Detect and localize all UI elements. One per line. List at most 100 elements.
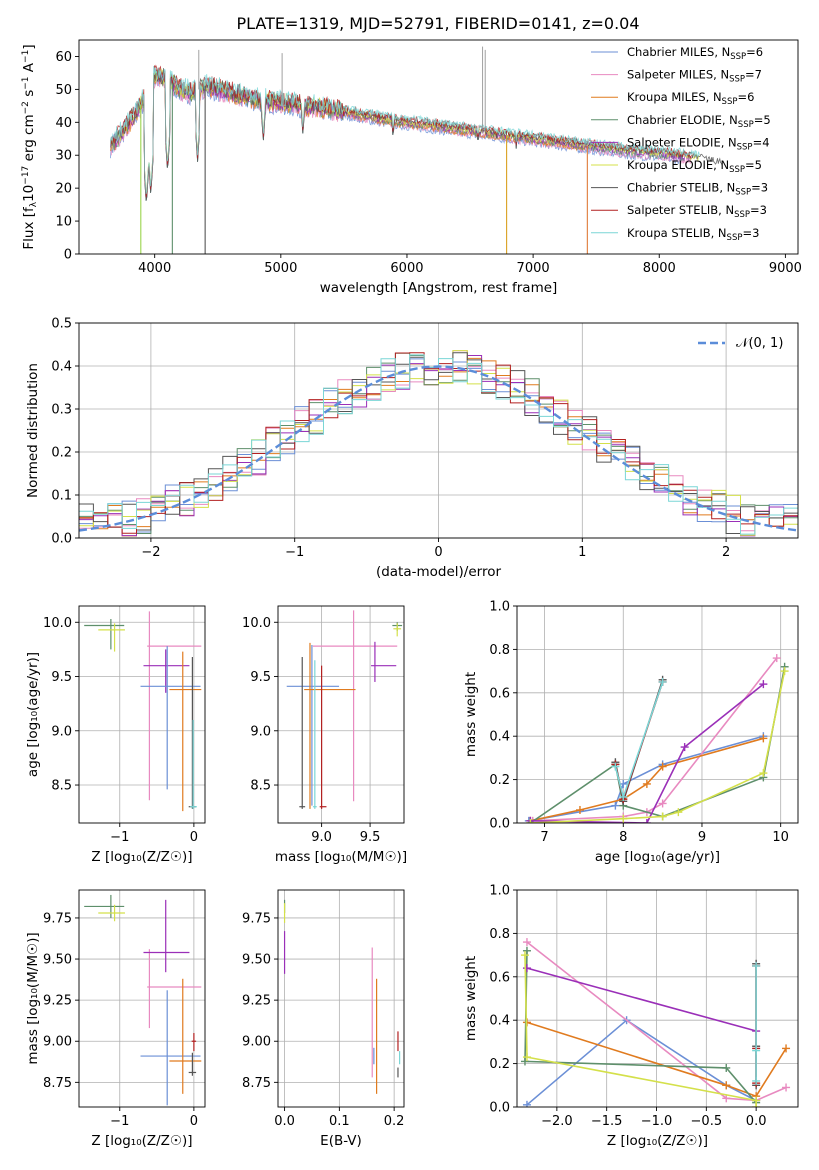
data-marker (722, 1063, 731, 1072)
errorbar-point (188, 1052, 197, 1076)
data-marker (526, 819, 535, 823)
errorbar-point (84, 619, 125, 650)
errorbar-point (140, 646, 201, 790)
errorbar-point (147, 949, 202, 1029)
plot-frame (277, 889, 405, 1108)
data-marker (782, 1044, 791, 1053)
figure-title: PLATE=1319, MJD=52791, FIBERID=0141, z=0… (236, 14, 639, 33)
spectrum-line (110, 64, 693, 198)
errorbar-point (191, 1033, 197, 1052)
chart-age-vs-mass: 9.0 9.5 8.5 9.0 9.5 10.0 mass [log₁₀(M/M☉)] (242, 605, 407, 865)
legend-entry: Salpeter ELODIE, NSSP=4 (591, 135, 770, 152)
errorbar-point (147, 611, 202, 801)
errorbar-point (140, 990, 201, 1106)
data-marker (522, 1053, 531, 1062)
plot-area (84, 611, 202, 812)
errorbar-point (286, 645, 340, 806)
spectrum-line (110, 65, 700, 195)
plot-frame (516, 605, 799, 824)
legend-label: Kroupa ELODIE, NSSP=5 (627, 158, 762, 175)
chart-mass-vs-ebv: 0.0 0.1 0.2 8.75 9.00 9.25 9.50 9.75 E(B-V) (242, 889, 405, 1149)
errorbar-point (371, 641, 397, 682)
y-tick-label: 0.4 (489, 1014, 510, 1029)
plot-frame (78, 605, 206, 824)
x-tick-label: 0.2 (384, 1114, 405, 1129)
x-tick-label: 4000 (138, 261, 171, 276)
legend-label: Salpeter STELIB, NSSP=3 (627, 203, 767, 220)
legend-label: Kroupa MILES, NSSP=6 (627, 90, 754, 107)
data-marker (642, 779, 651, 788)
y-tick-label: 1.0 (489, 600, 510, 615)
legend-label: Salpeter ELODIE, NSSP=4 (627, 135, 770, 152)
x-tick-label: −1 (285, 545, 304, 560)
legend-label: Chabrier ELODIE, NSSP=5 (627, 113, 771, 130)
data-marker (611, 801, 620, 810)
x-tick-label: 0.0 (274, 1114, 295, 1129)
chart-age-vs-Z: −1 0 8.5 9.0 9.5 10.0 Z [log₁₀(Z/Z☉)] age [log₁… (25, 605, 206, 865)
data-marker (619, 792, 628, 801)
data-marker (752, 961, 761, 970)
y-tick-label: 9.00 (43, 1035, 72, 1050)
y-tick-label: 9.0 (51, 724, 72, 739)
plot-frame (78, 39, 799, 255)
errorbar-point (169, 651, 202, 812)
chart-residuals: −2 −1 0 1 2 0.0 0.1 0.2 0.3 0.4 0.5 (data-model)/er… (25, 317, 799, 580)
plot-area (79, 350, 798, 537)
histogram-step (79, 354, 798, 535)
series-line (530, 683, 764, 823)
legend-entry: Chabrier STELIB, NSSP=3 (591, 181, 768, 198)
data-marker (520, 1057, 529, 1066)
x-tick-label: 0 (190, 1114, 198, 1129)
y-tick-label: 10 (55, 215, 72, 230)
data-marker (752, 1103, 761, 1107)
data-marker (658, 762, 667, 771)
x-tick-label: 0 (190, 830, 198, 845)
y-tick-label: 0 (64, 248, 72, 263)
y-tick-label: 0.6 (489, 970, 510, 985)
errorbar-point (143, 649, 190, 693)
x-tick-label: 9000 (769, 261, 802, 276)
errorbar-point (304, 642, 356, 809)
x-tick-label: 1 (578, 545, 586, 560)
plot-area (283, 899, 401, 1094)
data-marker (759, 769, 768, 778)
data-marker (658, 812, 667, 821)
y-tick-label: 40 (55, 116, 72, 131)
x-axis-label: Z [log₁₀(Z/Z☉)] (91, 1133, 192, 1149)
series-line (530, 737, 764, 822)
normal-curve (79, 365, 798, 532)
y-tick-label: 8.75 (242, 1076, 271, 1091)
data-marker (782, 1083, 791, 1092)
data-marker (522, 938, 531, 947)
x-tick-label: 6000 (390, 261, 423, 276)
legend-entry: Kroupa MILES, NSSP=6 (591, 90, 754, 107)
y-tick-label: 8.5 (51, 779, 72, 794)
y-axis-label: Flux [fλ10−17 erg cm−2 s−1 A−1] (21, 44, 39, 249)
x-tick-label: −2 (141, 545, 160, 560)
x-tick-label: 8 (619, 830, 627, 845)
y-tick-label: 0.5 (51, 317, 72, 332)
y-tick-label: 30 (55, 149, 72, 164)
y-tick-label: 9.50 (242, 953, 271, 968)
errorbar-point (188, 656, 197, 809)
series-line (530, 670, 786, 823)
y-tick-label: 50 (55, 83, 72, 98)
x-tick-label: −1 (110, 1114, 129, 1129)
y-tick-label: 10.0 (43, 616, 72, 631)
y-tick-label: 0.0 (489, 817, 510, 832)
errorbar-point (312, 610, 398, 802)
series-line (526, 967, 757, 1032)
legend-label: Chabrier MILES, NSSP=6 (627, 45, 763, 62)
errorbar-point (319, 665, 327, 809)
plot-area (286, 610, 403, 809)
errorbar-point (143, 899, 190, 973)
legend-label: 𝒩(0, 1) (736, 336, 783, 351)
errorbar-point (312, 660, 317, 809)
series-line (614, 679, 664, 805)
y-tick-label: 0.0 (489, 1101, 510, 1116)
y-tick-label: 9.0 (250, 724, 271, 739)
plot-frame (78, 889, 206, 1108)
plot-frame (516, 889, 799, 1108)
data-marker (752, 1046, 761, 1055)
